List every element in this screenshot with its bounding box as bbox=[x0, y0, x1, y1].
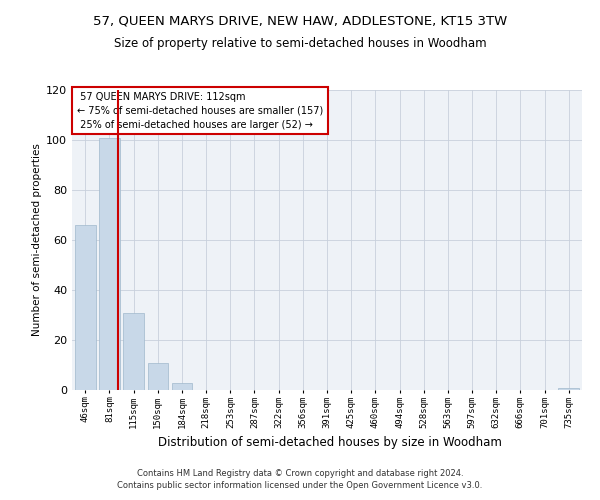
Text: Contains HM Land Registry data © Crown copyright and database right 2024.
Contai: Contains HM Land Registry data © Crown c… bbox=[118, 468, 482, 490]
Text: Size of property relative to semi-detached houses in Woodham: Size of property relative to semi-detach… bbox=[113, 38, 487, 51]
Bar bbox=[559, 388, 579, 390]
Text: 57 QUEEN MARYS DRIVE: 112sqm
← 75% of semi-detached houses are smaller (157)
 25: 57 QUEEN MARYS DRIVE: 112sqm ← 75% of se… bbox=[77, 92, 323, 130]
Text: 57, QUEEN MARYS DRIVE, NEW HAW, ADDLESTONE, KT15 3TW: 57, QUEEN MARYS DRIVE, NEW HAW, ADDLESTO… bbox=[93, 15, 507, 28]
Text: Distribution of semi-detached houses by size in Woodham: Distribution of semi-detached houses by … bbox=[158, 436, 502, 449]
Bar bbox=[124, 312, 144, 390]
Bar bbox=[148, 362, 168, 390]
Bar bbox=[75, 225, 95, 390]
Y-axis label: Number of semi-detached properties: Number of semi-detached properties bbox=[32, 144, 42, 336]
Bar bbox=[172, 382, 192, 390]
Bar bbox=[99, 138, 120, 390]
